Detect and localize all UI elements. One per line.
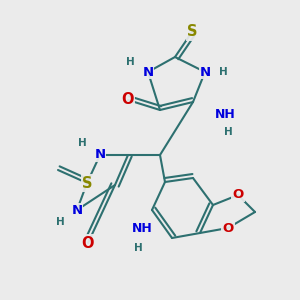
Text: S: S (187, 25, 197, 40)
Text: O: O (82, 236, 94, 250)
Text: H: H (56, 217, 64, 227)
Text: N: N (142, 65, 154, 79)
Text: N: N (71, 203, 82, 217)
Text: NH: NH (215, 109, 236, 122)
Text: O: O (232, 188, 244, 202)
Text: H: H (78, 138, 86, 148)
Text: S: S (82, 176, 92, 190)
Text: O: O (122, 92, 134, 107)
Text: N: N (200, 65, 211, 79)
Text: N: N (94, 148, 106, 161)
Text: H: H (219, 67, 227, 77)
Text: H: H (134, 243, 142, 253)
Text: O: O (222, 221, 234, 235)
Text: H: H (126, 57, 134, 67)
Text: H: H (224, 127, 232, 137)
Text: NH: NH (132, 221, 153, 235)
